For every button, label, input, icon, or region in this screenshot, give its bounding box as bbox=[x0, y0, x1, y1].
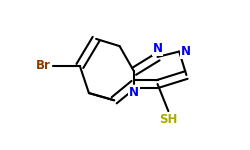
Text: Br: Br bbox=[36, 59, 51, 72]
Text: N: N bbox=[129, 86, 139, 99]
Text: SH: SH bbox=[159, 113, 178, 126]
Text: N: N bbox=[152, 42, 162, 55]
Text: N: N bbox=[181, 45, 191, 58]
